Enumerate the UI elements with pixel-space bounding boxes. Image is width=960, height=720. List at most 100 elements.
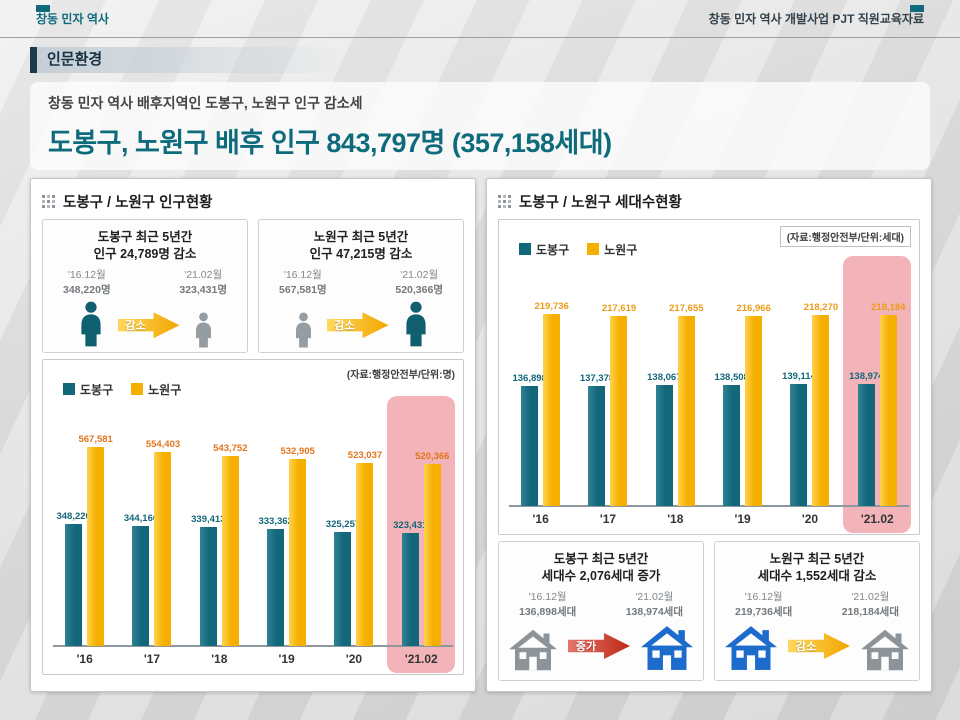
bar-도봉구 [521, 386, 539, 506]
stat-title: 노원구 최근 5년간 인구 47,215명 감소 [309, 230, 413, 261]
top-left-label: 창동 민자 역사 [36, 12, 109, 26]
bar-value-label: 137,378 [579, 373, 615, 384]
legend-swatch-dobong [63, 383, 75, 395]
bar-value-label: 344,166 [123, 513, 159, 524]
bar-value-label: 325,257 [325, 519, 361, 530]
legend-swatch-nowon [131, 383, 144, 395]
bar-value-label: 138,067 [647, 372, 682, 383]
bar-도봉구 [65, 524, 83, 646]
bar-도봉구 [267, 529, 285, 646]
bar-노원구 [356, 463, 374, 646]
bar-도봉구 [588, 386, 606, 506]
bar-value-label: 216,966 [736, 303, 771, 314]
category-label: '19 [278, 652, 295, 666]
category-label: '17 [599, 512, 617, 526]
increase-arrow: 증가 [568, 633, 630, 659]
bar-노원구 [677, 316, 695, 506]
bar-value-label: 138,974 [849, 371, 884, 382]
bar-value-label: 567,581 [78, 434, 113, 445]
bar-도봉구 [401, 533, 419, 646]
bar-노원구 [879, 315, 897, 506]
bar-도봉구 [199, 527, 217, 646]
bar-group: 138,974 218,184 '21.02 [843, 256, 912, 533]
bar-도봉구 [790, 384, 808, 506]
decrease-arrow: 감소 [788, 633, 850, 659]
person-icon-teal [405, 301, 426, 347]
house-icon-gray [861, 629, 909, 671]
intro-subtitle: 창동 민자 역사 배후지역인 도봉구, 노원구 인구 감소세 [48, 95, 363, 111]
bar-value-label: 323,431 [393, 520, 428, 531]
bar-value-label: 138,508 [714, 372, 749, 383]
bar-value-label: 333,362 [258, 516, 293, 527]
household-stat-row: 도봉구 최근 5년간 세대수 2,076세대 증가 '16.12월 136,89… [498, 541, 920, 681]
population-panel: 도봉구 / 노원구 인구현황 도봉구 최근 5년간 인구 24,789명 감소 … [30, 178, 476, 692]
bar-노원구 [745, 316, 763, 506]
person-icon-gray [295, 312, 311, 348]
bar-노원구 [610, 316, 628, 506]
stat-title: 도봉구 최근 5년간 인구 24,789명 감소 [93, 230, 197, 261]
page-title: 도봉구, 노원구 배후 인구 843,797명 (357,158세대) [48, 128, 612, 158]
household-panel-title: 도봉구 / 노원구 세대수현황 [519, 194, 682, 211]
bar-group: 325,257 523,037 '20 [322, 398, 386, 672]
bar-group: 138,067 217,655 '18 [643, 258, 707, 532]
bar-group: 333,362 532,905 '19 [255, 398, 319, 672]
stat-values: '16.12월 348,220명 '21.02월 323,431명 [63, 268, 227, 296]
household-panel: 도봉구 / 노원구 세대수현황 (자료:행정안전부/단위:세대) 도봉구 노원구… [486, 178, 932, 692]
population-chart: (자료:행정안전부/단위:명) 도봉구 노원구 348,220 567,581 '1… [42, 359, 464, 675]
bar-value-label: 139,114 [782, 371, 816, 382]
legend-swatch-dobong [519, 243, 531, 255]
bar-노원구 [87, 447, 105, 646]
stat-values: '16.12월 219,736세대 '21.02월 218,184세대 [735, 590, 899, 618]
house-icon-gray [509, 629, 557, 671]
category-label: '21.02 [860, 512, 894, 526]
category-label: '16 [532, 512, 549, 526]
bar-group: 139,114 218,270 '20 [778, 258, 842, 532]
top-bar: 창동 민자 역사 창동 민자 역사 개발사업 PJT 직원교육자료 [36, 10, 924, 27]
bar-value-label: 218,270 [803, 302, 839, 313]
house-icon-blue [725, 626, 777, 670]
stat-box-nowon-households: 노원구 최근 5년간 세대수 1,552세대 감소 '16.12월 219,73… [714, 541, 920, 681]
bar-group: 136,898 219,736 '16 [509, 258, 573, 532]
bar-value-label: 339,413 [191, 514, 226, 525]
stat-values: '16.12월 567,581명 '21.02월 520,366명 [279, 268, 443, 296]
bar-value-label: 543,752 [213, 443, 248, 454]
population-panel-header: 도봉구 / 노원구 인구현황 [42, 189, 464, 213]
bar-group: 323,431 520,366 '21.02 [387, 396, 456, 673]
bar-value-label: 532,905 [280, 446, 315, 457]
bar-도봉구 [723, 385, 741, 506]
population-panel-title: 도봉구 / 노원구 인구현황 [63, 194, 213, 211]
bar-value-label: 348,220 [56, 511, 91, 522]
bar-value-label: 219,736 [534, 301, 569, 312]
chart-legend: 도봉구 노원구 [519, 242, 911, 257]
chart-legend: 도봉구 노원구 [63, 382, 455, 397]
bar-도봉구 [132, 526, 150, 646]
top-divider [0, 37, 960, 38]
stat-values: '16.12월 136,898세대 '21.02월 138,974세대 [519, 590, 683, 618]
household-plot: 136,898 219,736 '16 137,378 217,619 '17 138,06… [507, 256, 912, 533]
bar-도봉구 [334, 532, 352, 646]
bar-value-label: 520,366 [415, 451, 450, 462]
category-label: '20 [345, 652, 363, 666]
decrease-arrow: 감소 [326, 312, 389, 339]
bar-도봉구 [655, 385, 673, 506]
bar-value-label: 218,184 [871, 302, 906, 313]
bar-group: 137,378 217,619 '17 [576, 258, 640, 532]
grid-dots-icon [42, 194, 55, 208]
stat-title: 도봉구 최근 5년간 세대수 2,076세대 증가 [541, 552, 661, 583]
bar-group: 339,413 543,752 '18 [187, 398, 251, 672]
chart-source-note: (자료:행정안전부/단위:세대) [779, 226, 911, 247]
category-label: '19 [734, 512, 751, 526]
bar-group: 138,508 216,966 '19 [711, 258, 775, 532]
bar-value-label: 136,898 [512, 373, 547, 384]
grid-dots-icon [498, 194, 511, 208]
legend-swatch-nowon [587, 243, 600, 255]
bar-value-label: 554,403 [145, 439, 181, 450]
stat-box-dobong-households: 도봉구 최근 5년간 세대수 2,076세대 증가 '16.12월 136,89… [498, 541, 704, 681]
bar-노원구 [221, 456, 239, 646]
category-label: '17 [143, 652, 161, 666]
section-title: 인문환경 [30, 47, 357, 73]
population-plot: 348,220 567,581 '16 344,166 554,403 '17 339,41… [51, 396, 456, 673]
bar-노원구 [154, 452, 172, 646]
house-icon-blue [641, 626, 693, 670]
